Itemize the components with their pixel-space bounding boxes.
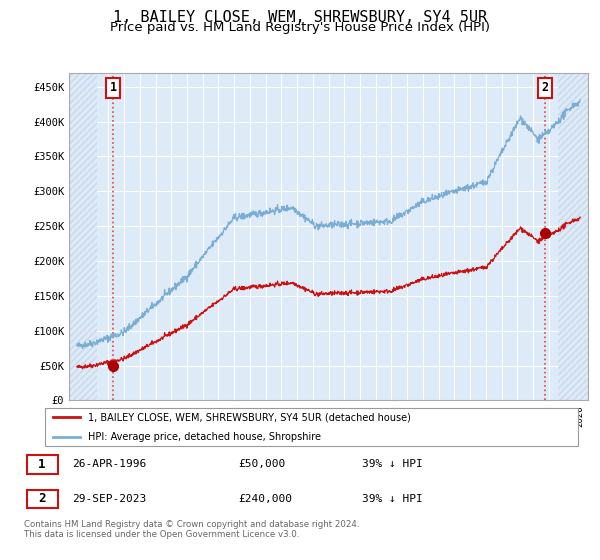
Bar — [69, 73, 97, 400]
Text: 26-APR-1996: 26-APR-1996 — [72, 459, 146, 469]
Text: 2: 2 — [38, 492, 46, 505]
Text: 39% ↓ HPI: 39% ↓ HPI — [362, 494, 423, 504]
FancyBboxPatch shape — [45, 408, 578, 446]
Bar — [558, 73, 588, 400]
Text: £50,000: £50,000 — [238, 459, 286, 469]
Text: £240,000: £240,000 — [238, 494, 292, 504]
Text: 2: 2 — [541, 81, 548, 94]
Text: 1, BAILEY CLOSE, WEM, SHREWSBURY, SY4 5UR (detached house): 1, BAILEY CLOSE, WEM, SHREWSBURY, SY4 5U… — [88, 412, 411, 422]
Text: Price paid vs. HM Land Registry's House Price Index (HPI): Price paid vs. HM Land Registry's House … — [110, 21, 490, 34]
Text: 1, BAILEY CLOSE, WEM, SHREWSBURY, SY4 5UR: 1, BAILEY CLOSE, WEM, SHREWSBURY, SY4 5U… — [113, 10, 487, 25]
Text: 29-SEP-2023: 29-SEP-2023 — [72, 494, 146, 504]
Text: 1: 1 — [38, 458, 46, 471]
FancyBboxPatch shape — [27, 489, 58, 508]
Text: 39% ↓ HPI: 39% ↓ HPI — [362, 459, 423, 469]
Text: 1: 1 — [110, 81, 117, 94]
FancyBboxPatch shape — [27, 455, 58, 474]
Text: HPI: Average price, detached house, Shropshire: HPI: Average price, detached house, Shro… — [88, 432, 321, 442]
Text: Contains HM Land Registry data © Crown copyright and database right 2024.
This d: Contains HM Land Registry data © Crown c… — [24, 520, 359, 539]
